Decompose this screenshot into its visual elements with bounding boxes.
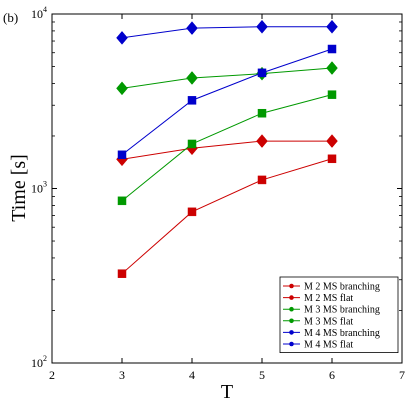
legend-label: M 3 MS branching [304, 305, 380, 316]
data-point [117, 269, 127, 278]
legend-label: M 3 MS flat [304, 316, 353, 327]
series [117, 90, 337, 206]
data-point [326, 61, 338, 75]
series-line [121, 140, 332, 160]
data-point [257, 68, 267, 78]
series [116, 61, 338, 96]
series-line [121, 67, 333, 89]
series-line [121, 94, 333, 202]
series [117, 154, 337, 278]
y-tick-exponent: 2 [43, 354, 47, 363]
y-tick-label: 102 [31, 354, 47, 370]
series-line [121, 26, 332, 39]
legend-marker [289, 283, 294, 289]
data-point [256, 134, 268, 148]
y-axis-label: Time [s] [8, 154, 30, 222]
data-point [187, 96, 197, 105]
y-tick-label: 104 [31, 5, 47, 21]
legend-marker [289, 341, 294, 347]
series-line [121, 48, 333, 156]
data-point [186, 71, 198, 85]
legend-marker [289, 306, 294, 312]
data-point [116, 30, 128, 45]
series [116, 134, 338, 167]
x-tick-label: 7 [399, 368, 405, 382]
x-tick-label: 4 [189, 368, 195, 382]
data-point [116, 81, 128, 96]
y-tick-label: 103 [31, 180, 47, 196]
series [117, 44, 337, 160]
data-point [327, 154, 337, 164]
data-point [257, 108, 267, 118]
data-point [187, 139, 197, 149]
y-tick-base: 10 [31, 356, 43, 370]
y-tick-exponent: 4 [43, 5, 47, 14]
data-point [186, 21, 198, 36]
legend-marker [289, 330, 294, 335]
data-point [327, 44, 337, 54]
legend-marker [289, 318, 294, 324]
data-point [117, 196, 127, 206]
legend-label: M 4 MS branching [304, 328, 380, 339]
x-tick-label: 6 [329, 368, 335, 382]
data-point [326, 19, 338, 34]
data-point [326, 134, 338, 148]
data-point [257, 175, 267, 185]
legend-label: M 4 MS flat [304, 340, 353, 351]
legend-marker [289, 295, 294, 300]
x-tick-label: 5 [259, 368, 265, 382]
y-tick-base: 10 [31, 7, 43, 21]
data-point [117, 150, 127, 160]
data-point [327, 90, 337, 99]
panel-label: (b) [3, 10, 18, 25]
data-point [256, 19, 268, 34]
series-group [116, 19, 338, 278]
x-tick-label: 3 [119, 368, 125, 382]
legend-box [279, 276, 399, 353]
series [116, 19, 338, 45]
y-tick-exponent: 3 [43, 180, 47, 189]
legend-label: M 2 MS branching [304, 282, 380, 293]
x-tick-label: 2 [49, 368, 55, 382]
x-axis-label: T [221, 381, 233, 403]
legend-label: M 2 MS flat [304, 293, 353, 304]
series-line [121, 158, 333, 275]
y-tick-base: 10 [31, 182, 43, 196]
data-point [187, 207, 197, 217]
